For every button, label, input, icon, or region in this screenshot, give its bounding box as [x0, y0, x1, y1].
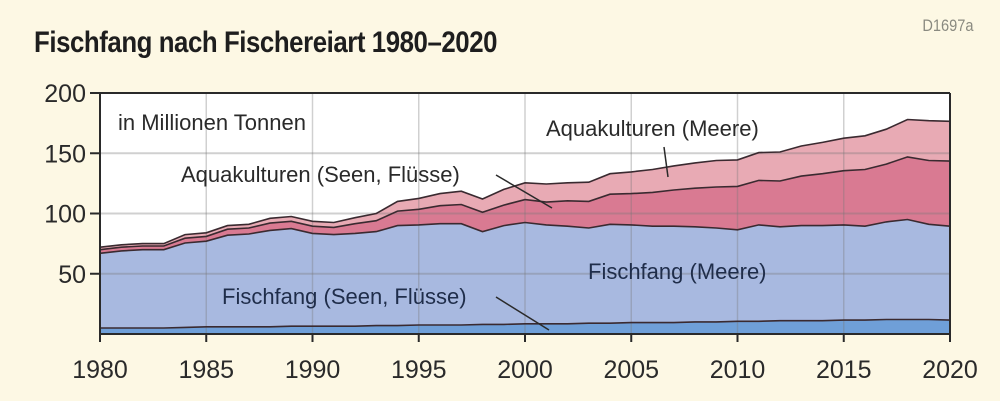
label-aquakulturen-meere: Aquakulturen (Meere) — [546, 116, 759, 141]
x-tick-label: 1995 — [391, 356, 447, 384]
unit-label: in Millionen Tonnen — [118, 110, 306, 135]
boundary-lines — [99, 118, 951, 329]
y-tick-label: 50 — [58, 261, 86, 289]
x-tick-label: 2005 — [603, 356, 659, 384]
figure-code: D1697a — [922, 16, 974, 35]
x-tick-label: 2015 — [816, 356, 872, 384]
leader-line-fisch-seen — [495, 296, 550, 331]
leader-line-aqua-seen — [495, 174, 553, 209]
y-tick-label: 150 — [44, 140, 86, 168]
y-tick-label: 100 — [44, 201, 86, 229]
x-tick-label: 2000 — [497, 356, 553, 384]
x-tick-label: 1980 — [72, 356, 128, 384]
y-tick-label: 200 — [44, 80, 86, 108]
x-tick-label: 1990 — [285, 356, 341, 384]
leader-line-aqua-meere — [663, 146, 669, 178]
x-tick-label: 1985 — [178, 356, 234, 384]
tick-labels: 50 100 150 200 1980 1985 1990 1995 2000 2005 2010 2… — [44, 80, 978, 384]
axes — [90, 92, 951, 342]
area-aquakultur-meere — [100, 119, 950, 250]
chart-title: Fischfang nach Fischereiart 1980–2020 — [34, 26, 498, 59]
label-fischfang-seen: Fischfang (Seen, Flüsse) — [222, 284, 467, 309]
gridlines — [100, 93, 950, 334]
label-fischfang-meere: Fischfang (Meere) — [588, 259, 767, 284]
x-tick-label: 2020 — [922, 356, 978, 384]
area-fischfang-seen — [100, 319, 950, 334]
label-aquakulturen-seen: Aquakulturen (Seen, Flüsse) — [181, 162, 460, 187]
x-tick-label: 2010 — [710, 356, 766, 384]
area-fischfang-meere — [100, 219, 950, 328]
